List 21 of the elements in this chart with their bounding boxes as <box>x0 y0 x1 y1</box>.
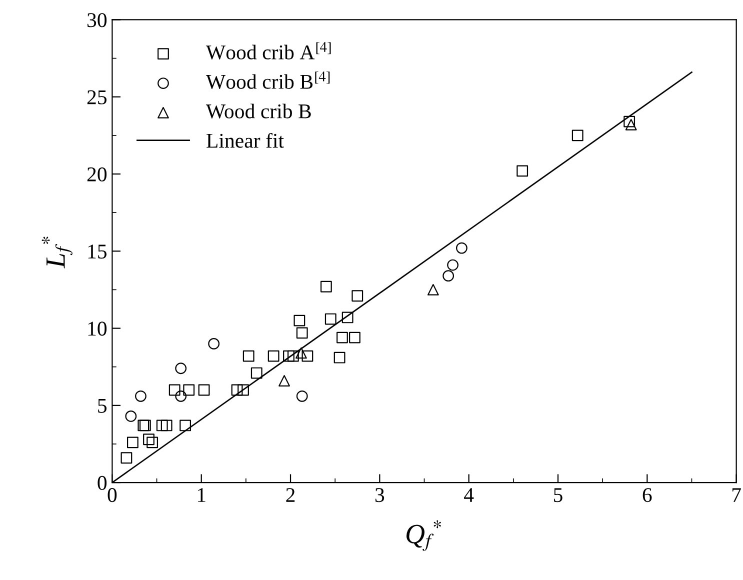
x-tick-label: 2 <box>286 488 295 502</box>
y-tick-label: 20 <box>87 167 107 182</box>
legend-label: Wood crib B$^{[4]}$ <box>206 71 330 89</box>
x-tick-label: 1 <box>198 488 206 502</box>
y-tick-label: 15 <box>88 244 107 259</box>
y-tick-label: 5 <box>98 399 107 413</box>
x-tick-label: 4 <box>464 488 474 502</box>
y-axis-title: L$_{f}$$^{*}$ <box>42 236 72 268</box>
x-tick-label: 3 <box>375 488 384 502</box>
legend-label: Wood crib A$^{[4]}$ <box>206 42 331 60</box>
x-tick-label: 0 <box>108 488 117 502</box>
y-tick-label: 0 <box>98 476 107 490</box>
x-tick-label: 5 <box>554 488 562 502</box>
legend-label: Wood crib B <box>206 104 311 118</box>
x-axis-title: Q$_{f}$$^{*}$ <box>406 520 441 551</box>
y-tick-label: 30 <box>87 13 107 28</box>
x-tick-label: 7 <box>732 488 741 502</box>
legend-label: Linear fit <box>206 132 284 148</box>
x-tick-label: 6 <box>642 488 652 502</box>
y-tick-label: 25 <box>87 90 107 104</box>
y-tick-label: 10 <box>88 322 107 336</box>
